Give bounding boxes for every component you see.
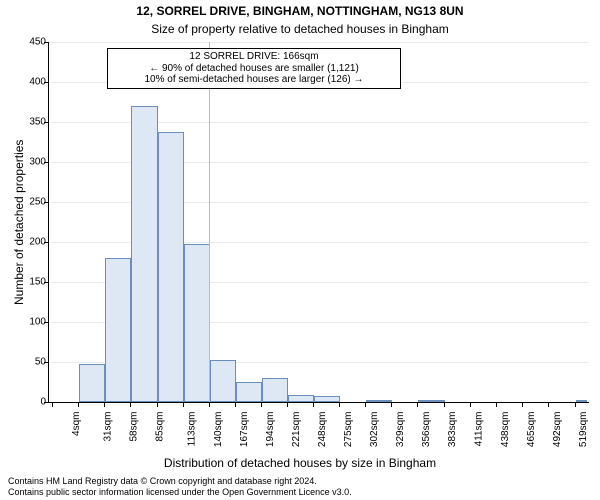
histogram-bar [158,132,184,402]
y-tick-label: 50 [35,357,46,368]
x-tick-label: 519sqm [579,412,590,448]
histogram-bar [105,258,131,402]
histogram-bar [262,378,288,402]
annotation-box: 12 SORREL DRIVE: 166sqm ← 90% of detache… [107,48,401,89]
y-tick-label: 200 [29,237,46,248]
x-tick-mark [391,402,392,407]
annotation-line3: 10% of semi-detached houses are larger (… [114,74,394,86]
x-tick-label: 194sqm [265,412,276,448]
histogram-bar [418,400,445,402]
histogram-bar [79,364,105,402]
x-tick-mark [470,402,471,407]
chart-title-line2: Size of property relative to detached ho… [0,22,600,36]
y-ticks: 050100150200250300350400450 [0,42,48,402]
x-tick-mark [130,402,131,407]
y-tick-label: 350 [29,117,46,128]
x-axis-label: Distribution of detached houses by size … [0,456,600,470]
x-tick-label: 4sqm [71,412,82,436]
x-tick-label: 31sqm [102,412,113,442]
x-tick-label: 438sqm [500,412,511,448]
x-tick-label: 411sqm [474,412,485,447]
x-tick-mark [235,402,236,407]
chart-root: 12, SORREL DRIVE, BINGHAM, NOTTINGHAM, N… [0,0,600,500]
x-tick-mark [313,402,314,407]
histogram-bar [288,395,314,402]
y-tick-label: 300 [29,157,46,168]
x-ticks: 4sqm 31sqm 58sqm 85sqm 113sqm 140sqm 167sqm 194… [48,402,588,462]
x-tick-mark [78,402,79,407]
y-tick-label: 400 [29,77,46,88]
histogram-bar [236,382,262,402]
x-tick-label: 383sqm [447,412,458,448]
annotation-line2: ← 90% of detached houses are smaller (1,… [114,63,394,75]
x-tick-mark [496,402,497,407]
x-tick-mark [548,402,549,407]
x-tick-mark [157,402,158,407]
histogram-bar [366,400,392,402]
x-tick-label: 58sqm [128,412,139,442]
x-tick-label: 492sqm [553,412,564,448]
x-tick-label: 167sqm [239,412,250,448]
x-tick-mark [52,402,53,407]
x-tick-mark [261,402,262,407]
x-tick-mark [183,402,184,407]
y-tick-label: 0 [40,397,46,408]
histogram-bar [314,396,340,402]
x-tick-mark [365,402,366,407]
x-tick-label: 248sqm [317,412,328,448]
chart-title-line1: 12, SORREL DRIVE, BINGHAM, NOTTINGHAM, N… [0,4,600,18]
x-tick-mark [339,402,340,407]
x-tick-mark [444,402,445,407]
x-tick-label: 302sqm [369,412,380,448]
y-tick-label: 100 [29,317,46,328]
x-tick-label: 356sqm [421,412,432,448]
x-tick-label: 329sqm [395,412,406,448]
histogram-bar [576,400,588,402]
x-tick-mark [209,402,210,407]
histogram-bar [210,360,236,402]
x-tick-label: 465sqm [526,412,537,448]
histogram-bar [184,244,210,402]
annotation-line1: 12 SORREL DRIVE: 166sqm [114,51,394,63]
x-tick-mark [104,402,105,407]
x-tick-mark [287,402,288,407]
x-tick-mark [522,402,523,407]
x-tick-label: 85sqm [154,412,165,442]
y-tick-label: 150 [29,277,46,288]
x-tick-label: 113sqm [186,412,197,447]
x-tick-label: 140sqm [213,412,224,448]
x-tick-mark [417,402,418,407]
y-tick-label: 250 [29,197,46,208]
x-tick-label: 221sqm [291,412,302,448]
gridline [49,42,589,43]
x-tick-mark [575,402,576,407]
x-tick-label: 275sqm [343,412,354,448]
footer-attribution: Contains HM Land Registry data © Crown c… [8,476,352,498]
histogram-bar [131,106,158,402]
marker-line [209,42,210,402]
y-tick-label: 450 [29,37,46,48]
plot-area: 12 SORREL DRIVE: 166sqm ← 90% of detache… [48,42,589,403]
